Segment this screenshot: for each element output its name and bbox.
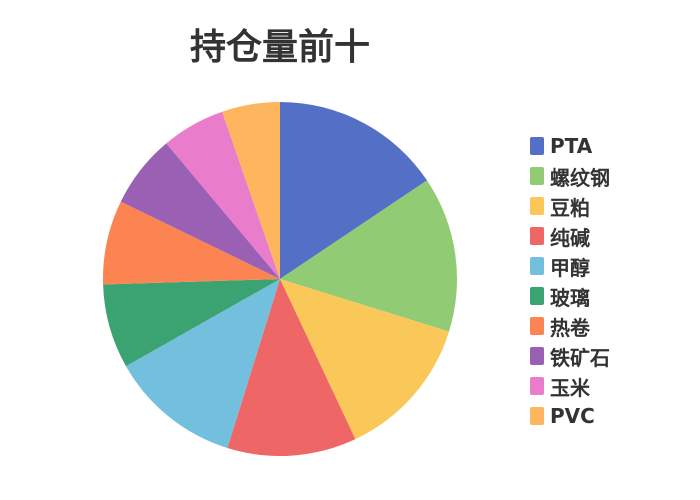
legend-label: PVC [550, 404, 595, 428]
legend-swatch [530, 167, 544, 185]
legend-swatch [530, 197, 544, 215]
legend-item[interactable]: 螺纹钢 [530, 161, 610, 191]
legend-swatch [530, 317, 544, 335]
legend-label: 纯碱 [550, 225, 590, 250]
legend-swatch [530, 227, 544, 245]
pie-slice-2[interactable] [280, 279, 450, 440]
pie-slice-8[interactable] [166, 111, 280, 279]
pie-slice-0[interactable] [280, 102, 428, 279]
pie-slice-4[interactable] [125, 279, 280, 449]
legend-item[interactable]: 铁矿石 [530, 341, 610, 371]
legend-swatch [530, 137, 544, 155]
legend-swatch [530, 347, 544, 365]
legend: PTA 螺纹钢豆粕纯碱甲醇玻璃热卷铁矿石玉米 PVC [530, 131, 610, 431]
legend-label: 铁矿石 [550, 345, 610, 370]
legend-item[interactable]: 玻璃 [530, 281, 610, 311]
legend-swatch [530, 287, 544, 305]
legend-swatch [530, 257, 544, 275]
pie-slice-5[interactable] [103, 279, 280, 367]
legend-item[interactable]: 纯碱 [530, 221, 610, 251]
legend-item[interactable]: 甲醇 [530, 251, 610, 281]
pie-slice-6[interactable] [103, 201, 280, 285]
legend-label: 豆粕 [550, 195, 590, 220]
legend-label: 热卷 [550, 315, 590, 340]
legend-label: 玉米 [550, 375, 590, 400]
legend-label: 甲醇 [550, 255, 590, 280]
pie-slice-9[interactable] [222, 102, 280, 279]
legend-item[interactable]: 热卷 [530, 311, 610, 341]
chart-title: 持仓量前十 [189, 27, 370, 68]
legend-swatch [530, 407, 544, 425]
legend-label: 玻璃 [550, 285, 590, 310]
legend-label: PTA [550, 134, 593, 158]
legend-item[interactable]: PTA [530, 131, 610, 161]
legend-label: 螺纹钢 [550, 165, 610, 190]
legend-item[interactable]: 玉米 [530, 371, 610, 401]
pie-slice-1[interactable] [280, 180, 457, 332]
pie-slice-7[interactable] [120, 143, 280, 279]
legend-item[interactable]: PVC [530, 401, 610, 431]
pie-slice-3[interactable] [227, 279, 356, 456]
legend-swatch [530, 377, 544, 395]
legend-item[interactable]: 豆粕 [530, 191, 610, 221]
